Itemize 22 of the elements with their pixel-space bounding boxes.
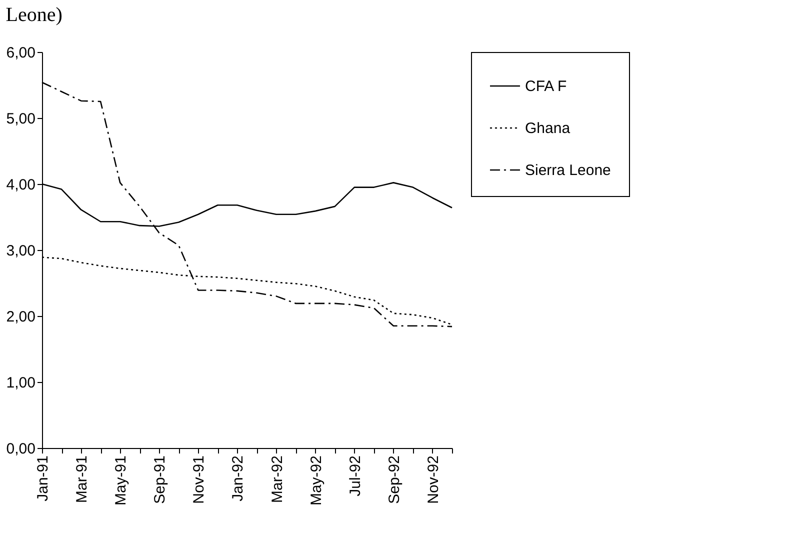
x-tick-label: Nov-91 bbox=[190, 456, 208, 504]
y-tick-label: 4,00 bbox=[6, 176, 36, 194]
x-tick-label: Sep-91 bbox=[152, 456, 169, 504]
x-tick-label: Nov-92 bbox=[424, 456, 442, 504]
legend-label: CFA F bbox=[525, 78, 567, 95]
x-tick-label: Jan-91 bbox=[34, 456, 52, 502]
legend-label: Ghana bbox=[525, 120, 571, 137]
x-tick-label: Mar-91 bbox=[74, 456, 91, 504]
x-tick-label: May-92 bbox=[308, 456, 325, 506]
y-tick-label: 1,00 bbox=[6, 374, 36, 392]
y-tick-label: 5,00 bbox=[6, 110, 36, 128]
chart-title: Leone) bbox=[6, 4, 62, 26]
x-tick-label: Jan-92 bbox=[230, 456, 247, 502]
y-tick-label: 3,00 bbox=[6, 242, 36, 260]
x-tick-label: Sep-92 bbox=[386, 456, 403, 504]
x-tick-label: Jul-92 bbox=[346, 456, 364, 496]
y-tick-label: 6,00 bbox=[6, 44, 36, 62]
y-tick-label: 0,00 bbox=[6, 440, 36, 458]
x-tick-label: May-91 bbox=[112, 456, 130, 506]
x-tick-label: Mar-92 bbox=[268, 456, 286, 504]
y-tick-label: 2,00 bbox=[6, 308, 36, 326]
legend-label: Sierra Leone bbox=[525, 162, 611, 179]
